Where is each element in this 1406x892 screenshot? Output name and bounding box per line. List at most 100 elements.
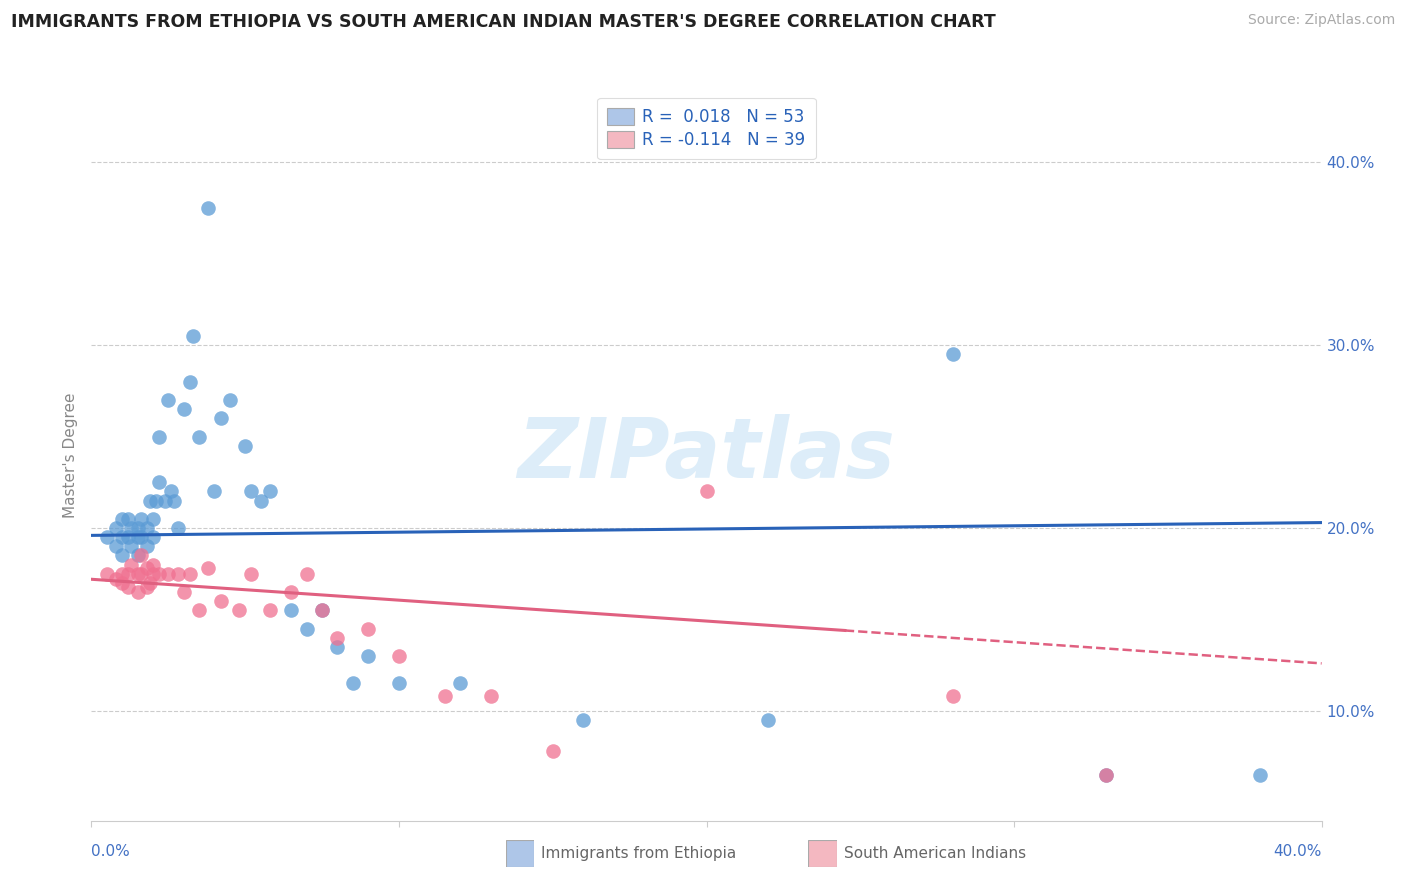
Point <box>139 576 162 591</box>
Text: ZIPatlas: ZIPatlas <box>517 415 896 495</box>
Point <box>357 649 380 664</box>
Point <box>127 549 149 563</box>
Point <box>209 594 232 608</box>
Point <box>105 539 127 553</box>
Point <box>127 566 149 581</box>
Point <box>111 549 134 563</box>
Point <box>342 676 364 690</box>
Point <box>1095 768 1118 782</box>
Point <box>179 375 201 389</box>
Point <box>572 713 595 727</box>
Point <box>479 690 502 704</box>
Point <box>249 493 271 508</box>
Point <box>202 484 225 499</box>
Point <box>117 580 139 594</box>
Legend: R =  0.018   N = 53, R = -0.114   N = 39: R = 0.018 N = 53, R = -0.114 N = 39 <box>598 97 815 159</box>
Point <box>756 713 779 727</box>
Point <box>111 512 134 526</box>
Point <box>153 493 177 508</box>
Point <box>541 744 564 758</box>
Point <box>142 558 165 572</box>
Point <box>188 430 211 444</box>
Text: 40.0%: 40.0% <box>1274 845 1322 859</box>
Point <box>942 690 965 704</box>
Point <box>135 561 157 575</box>
Point <box>181 329 204 343</box>
Point <box>111 576 134 591</box>
Point <box>173 585 195 599</box>
Point <box>129 549 152 563</box>
Point <box>129 512 152 526</box>
Point <box>117 512 139 526</box>
Point <box>135 580 157 594</box>
Point <box>157 566 180 581</box>
Point <box>326 640 349 654</box>
Point <box>388 676 411 690</box>
Point <box>388 649 411 664</box>
Point <box>148 475 170 490</box>
Text: Source: ZipAtlas.com: Source: ZipAtlas.com <box>1247 13 1395 28</box>
Point <box>1095 768 1118 782</box>
Point <box>280 603 302 617</box>
Point <box>218 392 240 407</box>
Point <box>179 566 201 581</box>
Point <box>357 622 380 636</box>
Point <box>173 402 195 417</box>
Point <box>311 603 333 617</box>
Point <box>259 484 281 499</box>
Point <box>117 566 139 581</box>
Point <box>326 631 349 645</box>
Point <box>120 539 142 553</box>
Point <box>127 521 149 535</box>
Point <box>129 566 152 581</box>
Point <box>434 690 457 704</box>
Point <box>233 439 256 453</box>
Text: IMMIGRANTS FROM ETHIOPIA VS SOUTH AMERICAN INDIAN MASTER'S DEGREE CORRELATION CH: IMMIGRANTS FROM ETHIOPIA VS SOUTH AMERIC… <box>11 13 995 31</box>
Point <box>696 484 718 499</box>
Point <box>240 566 263 581</box>
Point <box>311 603 333 617</box>
Point <box>129 530 152 544</box>
Point <box>127 530 149 544</box>
Point <box>142 512 165 526</box>
Point <box>449 676 471 690</box>
Point <box>111 566 134 581</box>
Point <box>127 585 149 599</box>
Point <box>280 585 302 599</box>
Point <box>142 566 165 581</box>
Point <box>148 566 170 581</box>
Point <box>117 530 139 544</box>
Point <box>166 566 188 581</box>
Point <box>1249 768 1271 782</box>
Point <box>160 484 183 499</box>
Point <box>105 572 127 586</box>
Point <box>120 521 142 535</box>
Point <box>188 603 211 617</box>
Y-axis label: Master's Degree: Master's Degree <box>63 392 79 517</box>
Point <box>942 347 965 361</box>
Point <box>135 539 157 553</box>
Point <box>105 521 127 535</box>
Point <box>148 430 170 444</box>
Point <box>295 566 318 581</box>
Point <box>135 521 157 535</box>
Point <box>145 493 167 508</box>
Point <box>295 622 318 636</box>
Point <box>166 521 188 535</box>
Point <box>228 603 250 617</box>
Point <box>259 603 281 617</box>
Point <box>240 484 263 499</box>
Point <box>111 530 134 544</box>
Point <box>120 558 142 572</box>
Point <box>96 530 118 544</box>
Point <box>197 201 219 215</box>
Text: 0.0%: 0.0% <box>91 845 131 859</box>
Point <box>209 411 232 425</box>
Point <box>96 566 118 581</box>
Text: South American Indians: South American Indians <box>844 847 1026 861</box>
Point <box>163 493 186 508</box>
Point <box>142 530 165 544</box>
Text: Immigrants from Ethiopia: Immigrants from Ethiopia <box>541 847 737 861</box>
Point <box>157 392 180 407</box>
Point <box>139 493 162 508</box>
